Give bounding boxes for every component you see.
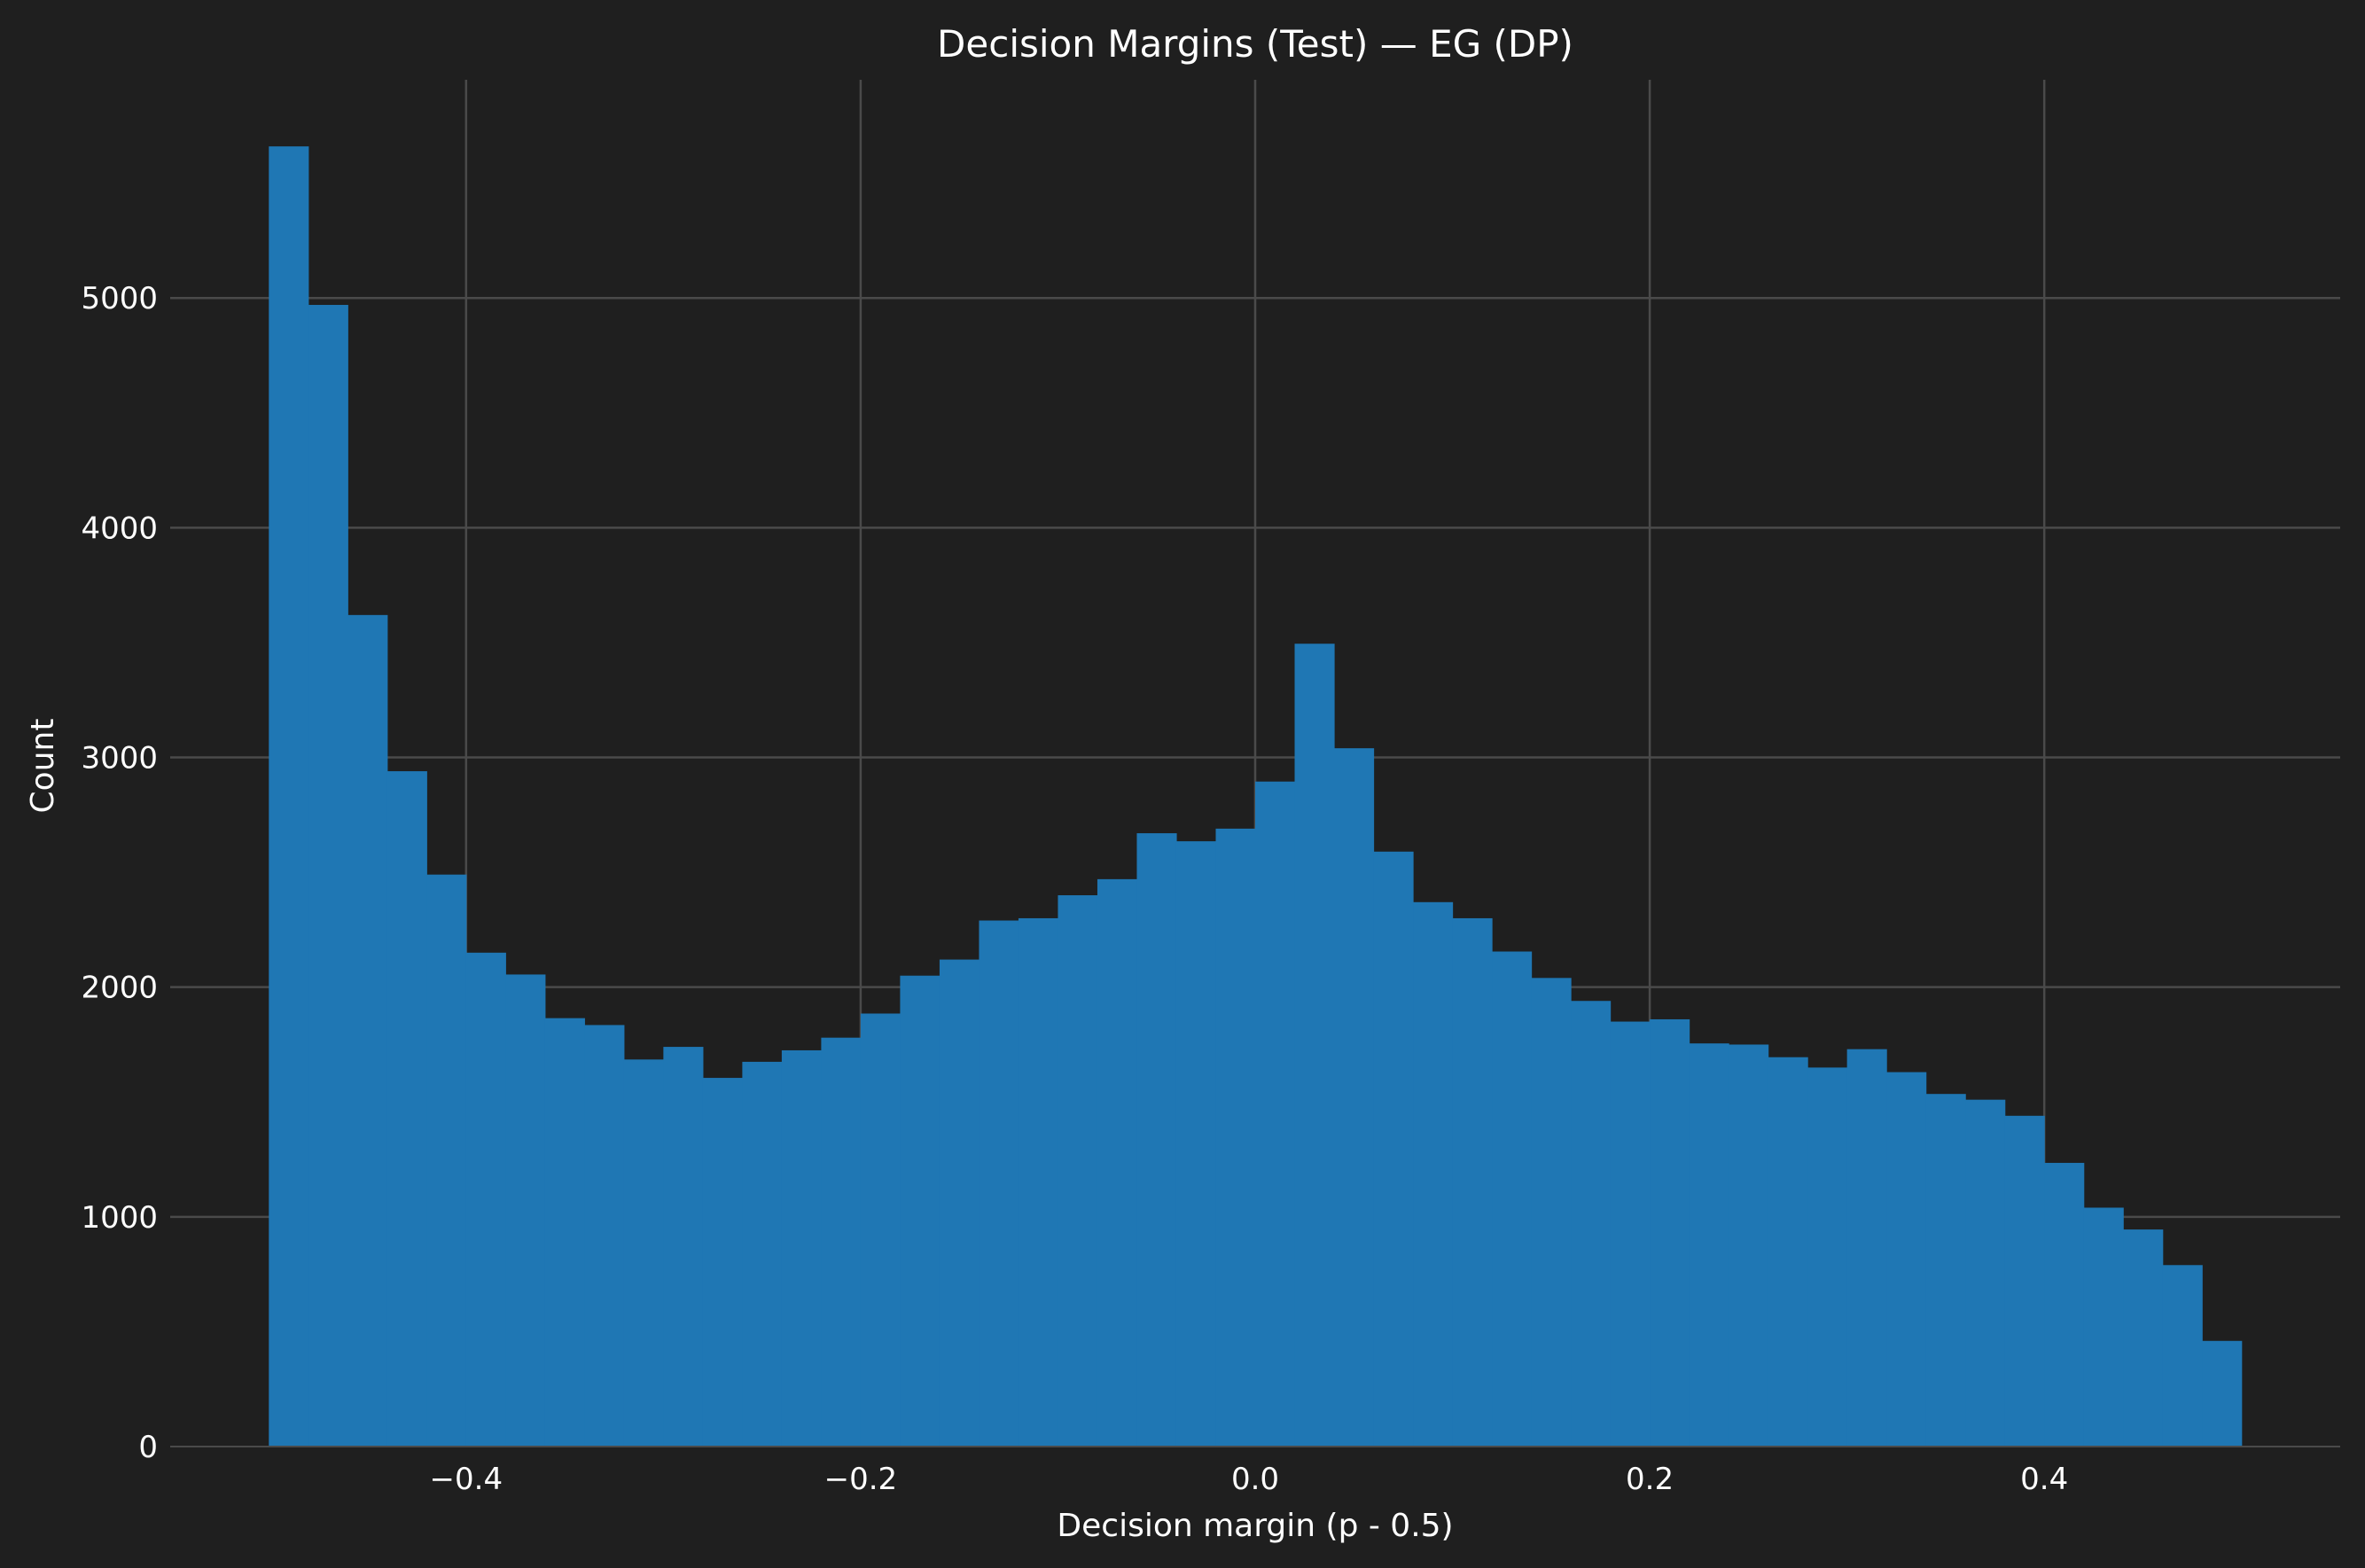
x-axis-label: Decision margin (p - 0.5) [1057, 1508, 1453, 1544]
histogram-bar [1531, 978, 1572, 1447]
histogram-bar [1729, 1044, 1769, 1447]
y-axis-label: Count [25, 719, 61, 814]
histogram-bar [465, 952, 506, 1447]
x-tick-label: 0.4 [2020, 1462, 2068, 1497]
histogram-bar [1175, 841, 1217, 1447]
x-tick-labels: −0.4 −0.2 0.0 0.2 0.4 [430, 1462, 2069, 1497]
histogram-bar [1413, 901, 1454, 1447]
histogram-bar [1768, 1057, 1808, 1447]
histogram-bar [1846, 1049, 1887, 1447]
y-tick-labels: 0 1000 2000 3000 4000 5000 [81, 281, 158, 1465]
y-tick-label: 1000 [81, 1200, 158, 1236]
histogram-bar [1334, 748, 1375, 1447]
histogram-bar [1886, 1072, 1927, 1447]
y-tick-label: 2000 [81, 971, 158, 1006]
histogram-bar [1294, 644, 1335, 1447]
histogram-bar [1492, 951, 1533, 1447]
histogram-bar [2083, 1207, 2124, 1447]
histogram-bar [663, 1047, 704, 1447]
y-tick-label: 4000 [81, 511, 158, 546]
histogram-bar [900, 975, 941, 1447]
histogram-bar [1058, 895, 1098, 1447]
x-tick-label: −0.2 [824, 1462, 898, 1497]
histogram-bar [821, 1037, 862, 1447]
histogram-bar [426, 874, 467, 1447]
y-tick-label: 0 [138, 1430, 158, 1465]
y-tick-label: 5000 [81, 281, 158, 316]
histogram-bar [1097, 878, 1138, 1447]
y-tick-label: 3000 [81, 741, 158, 776]
histogram-bar [1571, 1001, 1612, 1447]
histogram-bar [623, 1059, 664, 1447]
histogram-bar [1452, 917, 1493, 1447]
x-tick-label: −0.4 [430, 1462, 503, 1497]
histogram-bar [1373, 851, 1414, 1447]
histogram-bar [505, 974, 546, 1447]
histogram-bar [979, 920, 1019, 1447]
histogram-bar [2044, 1162, 2085, 1447]
histogram-bar [860, 1013, 902, 1447]
histogram-bar [347, 614, 388, 1447]
histogram-bar [1215, 828, 1256, 1447]
histogram-bar [269, 146, 309, 1447]
histogram-bar [1925, 1094, 1966, 1447]
histogram-bar [1650, 1018, 1690, 1447]
histogram-bars [269, 146, 2243, 1447]
histogram-bar [939, 959, 980, 1447]
histogram-bar [386, 771, 427, 1447]
histogram-bar [1255, 781, 1296, 1447]
histogram-bar [702, 1078, 743, 1447]
histogram-bar [2004, 1115, 2045, 1447]
histogram-bar [584, 1025, 625, 1447]
chart-title: Decision Margins (Test) — EG (DP) [937, 22, 1573, 66]
histogram-bar [1610, 1021, 1651, 1447]
x-tick-label: 0.0 [1231, 1462, 1279, 1497]
histogram-bar [2123, 1229, 2164, 1447]
histogram-bar [2202, 1340, 2243, 1447]
x-tick-label: 0.2 [1626, 1462, 1674, 1497]
histogram-bar [544, 1018, 585, 1447]
histogram-bar [1018, 917, 1059, 1447]
histogram-bar [2162, 1265, 2203, 1447]
histogram-bar [308, 304, 348, 1447]
histogram-bar [1689, 1043, 1729, 1447]
histogram-bar [1807, 1067, 1848, 1447]
histogram-bar [1965, 1099, 2006, 1447]
histogram-bar [781, 1049, 822, 1447]
histogram-bar [1136, 833, 1177, 1447]
histogram-bar [742, 1061, 783, 1447]
